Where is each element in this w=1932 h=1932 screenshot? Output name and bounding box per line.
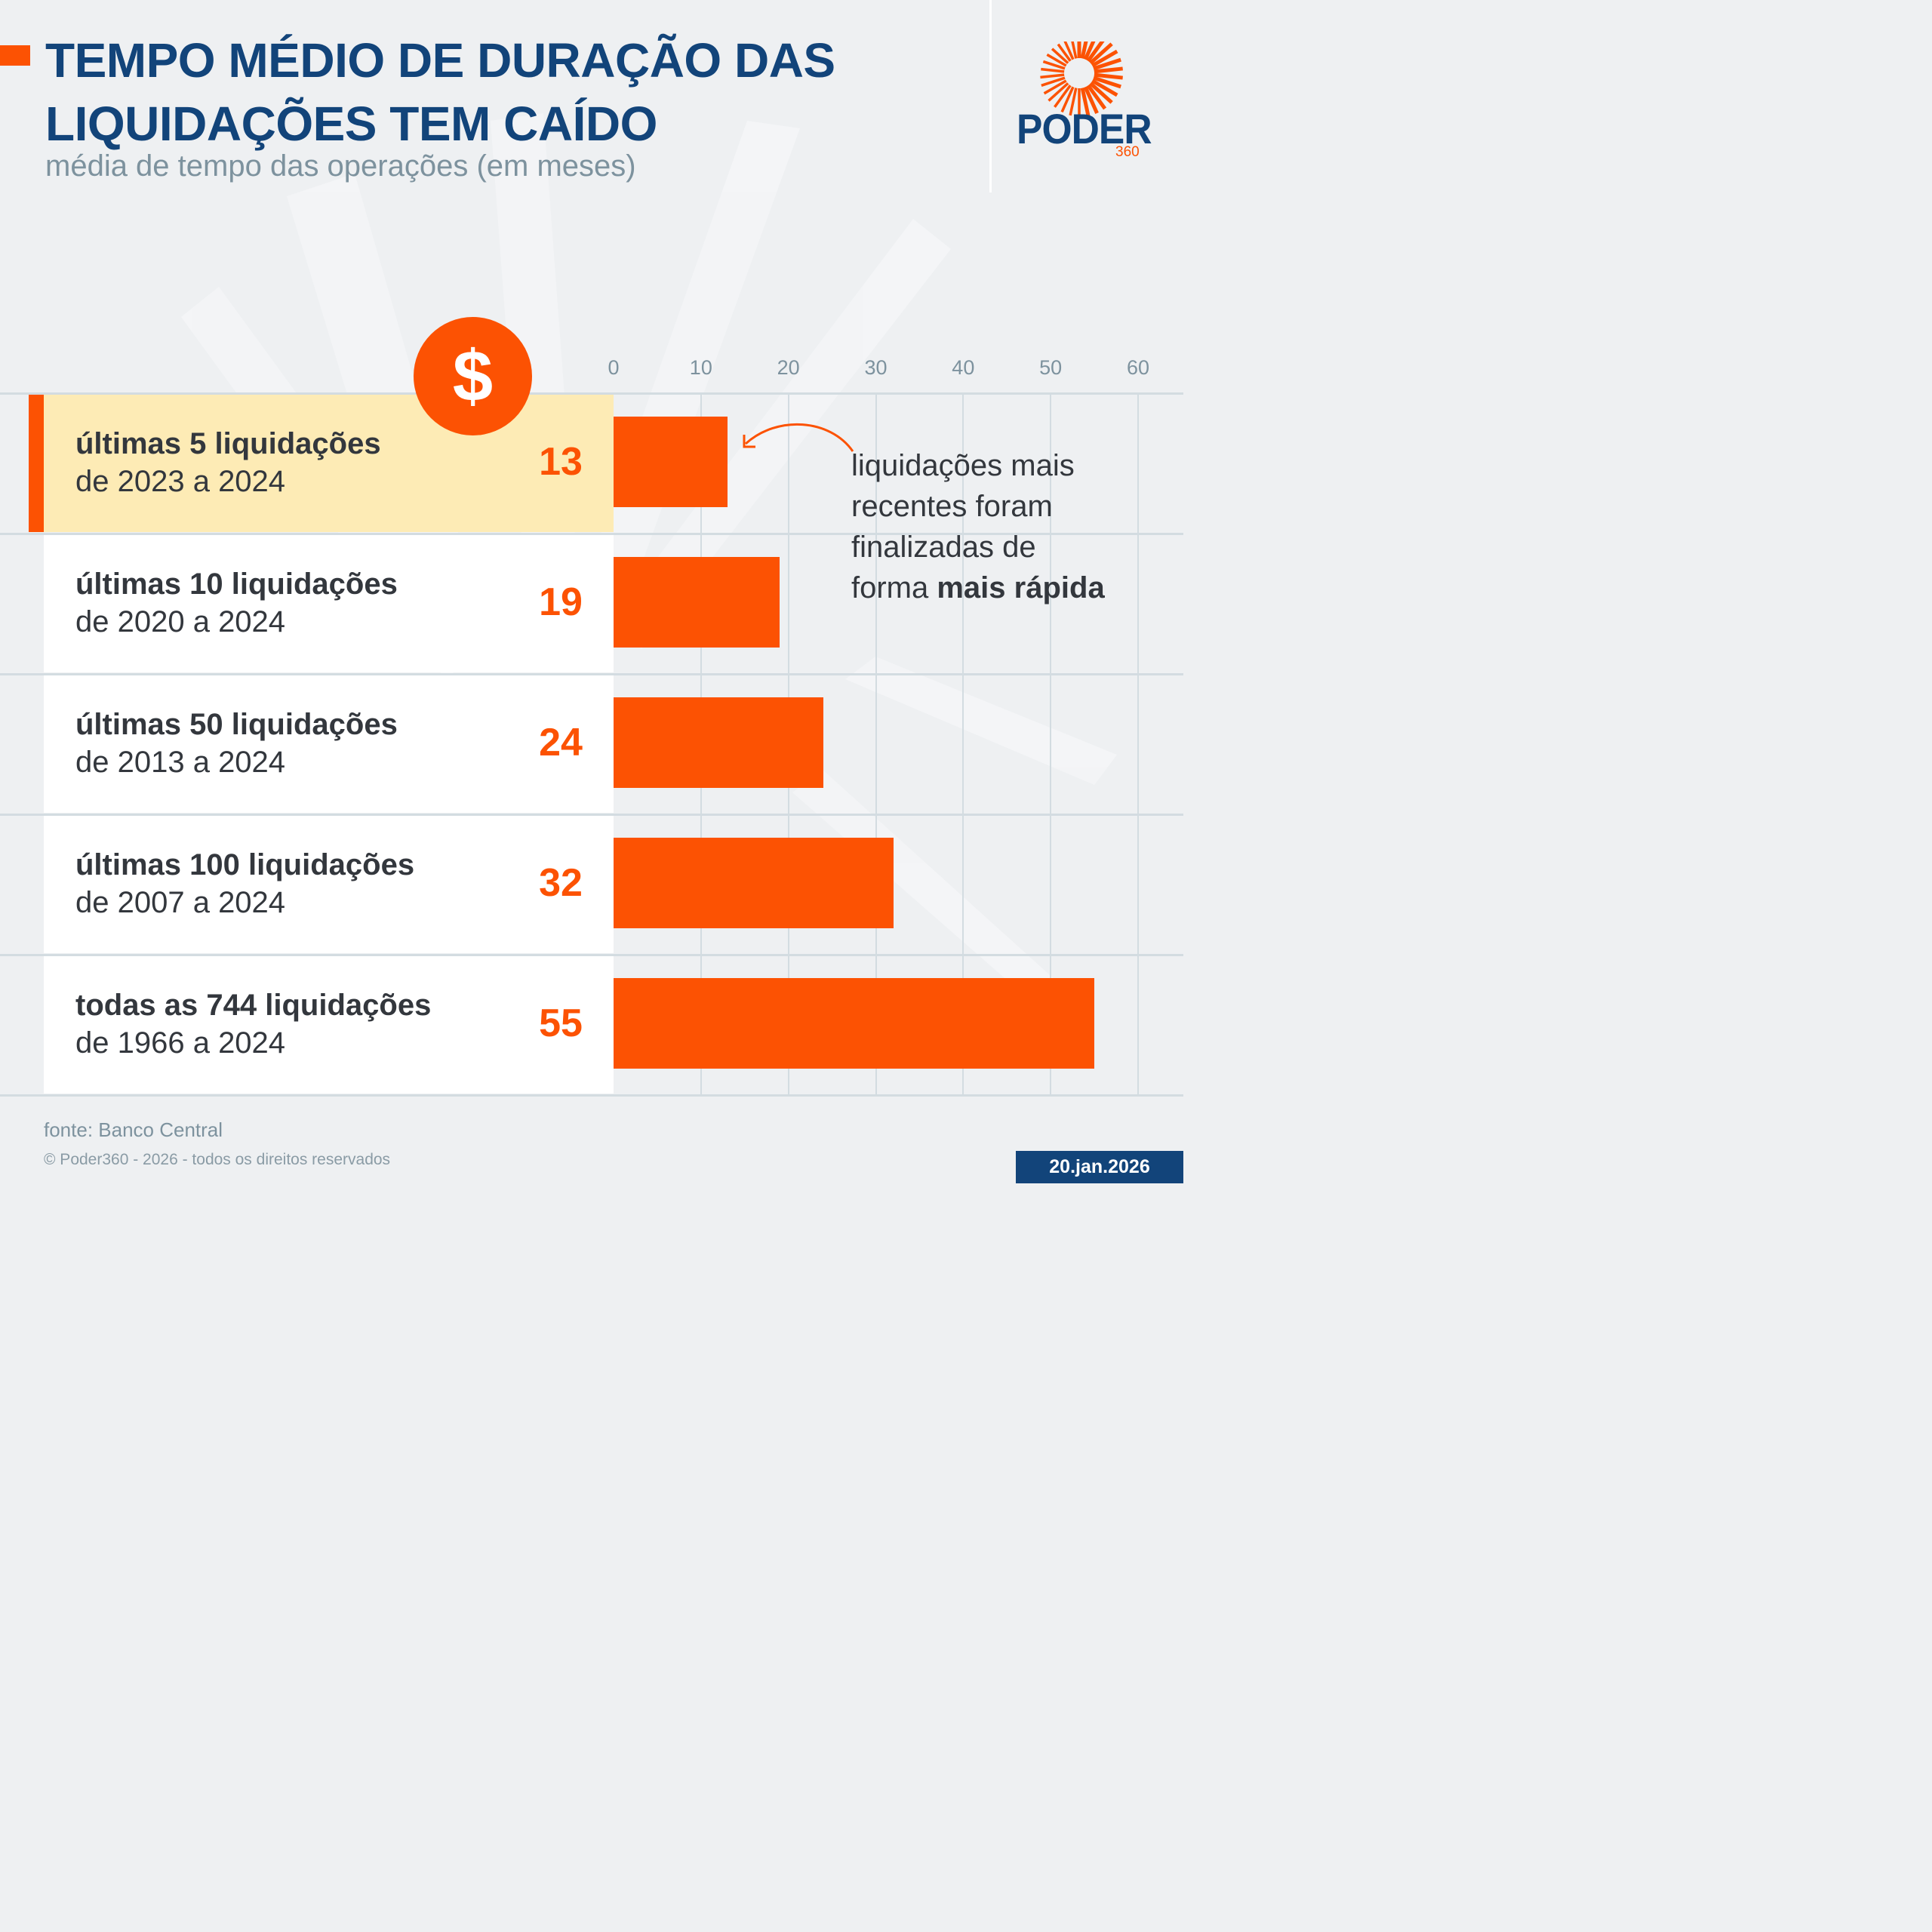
category-title: últimas 50 liquidações xyxy=(75,708,398,741)
annotation-bold: mais rápida xyxy=(937,571,1105,605)
category-range: de 1966 a 2024 xyxy=(75,1026,286,1060)
category-range: de 2013 a 2024 xyxy=(75,746,286,779)
sun-ray xyxy=(1091,78,1118,97)
sunburst-icon xyxy=(1040,42,1123,117)
logo-wordmark: PODER xyxy=(1017,105,1152,152)
gridline xyxy=(875,392,877,1094)
data-label: 13 xyxy=(539,440,583,484)
x-tick-label: 20 xyxy=(777,356,800,379)
logo-divider xyxy=(989,0,992,192)
category-title: últimas 10 liquidações xyxy=(75,568,398,601)
logo-number: 360 xyxy=(1115,144,1140,160)
row-separator xyxy=(0,1094,1183,1097)
title-line-1: TEMPO MÉDIO DE DURAÇÃO DAS xyxy=(45,33,835,88)
annotation-line-2: recentes foram xyxy=(851,490,1053,523)
source-note: fonte: Banco Central xyxy=(44,1118,223,1141)
sun-ray xyxy=(1041,76,1066,87)
bar xyxy=(614,557,780,648)
dollar-icon: $ xyxy=(414,317,532,435)
sun-ray xyxy=(1041,67,1065,73)
sun-ray xyxy=(1091,49,1118,68)
sun-ray xyxy=(1048,82,1069,102)
sun-ray xyxy=(1054,85,1072,108)
sun-ray xyxy=(1083,86,1099,115)
sun-ray xyxy=(1046,53,1067,67)
bar xyxy=(614,978,1095,1069)
gridline xyxy=(962,392,964,1094)
gridline xyxy=(1137,392,1139,1094)
sun-ray xyxy=(1043,79,1067,95)
category-label: últimas 50 liquidações de 2013 a 2024 xyxy=(75,706,398,781)
x-tick-label: 10 xyxy=(689,356,712,379)
sun-ray xyxy=(1089,42,1113,65)
annotation-line-3: finalizadas de xyxy=(851,531,1036,564)
sun-ray xyxy=(1094,66,1123,74)
sun-ray xyxy=(1069,88,1078,116)
row-separator xyxy=(0,673,1183,675)
title-line-2: LIQUIDAÇÕES TEM CAÍDO xyxy=(45,97,657,151)
x-tick-label: 30 xyxy=(864,356,888,379)
sun-ray xyxy=(1086,84,1107,110)
sun-ray xyxy=(1080,88,1091,117)
sun-ray xyxy=(1093,57,1121,71)
annotation-line-1: liquidações mais xyxy=(851,449,1075,482)
sun-ray xyxy=(1042,60,1066,70)
data-label: 55 xyxy=(539,1001,583,1045)
category-label: últimas 5 liquidações de 2023 a 2024 xyxy=(75,425,381,500)
row-separator xyxy=(0,814,1183,816)
x-tick-label: 0 xyxy=(608,356,620,379)
bar xyxy=(614,697,823,788)
highlight-marker xyxy=(29,395,44,532)
page-title: TEMPO MÉDIO DE DURAÇÃO DAS LIQUIDAÇÕES T… xyxy=(45,29,835,155)
row-background xyxy=(44,395,614,532)
page-subtitle: média de tempo das operações (em meses) xyxy=(45,149,636,183)
sun-ray xyxy=(1051,48,1069,64)
sun-ray xyxy=(1080,42,1088,59)
bar-chart: 0 10 20 30 40 50 60 últimas 5 liquidações de 202… xyxy=(0,0,1183,1183)
row-background xyxy=(44,675,614,813)
sun-ray xyxy=(1086,42,1105,63)
bar xyxy=(614,417,728,507)
annotation-arrow-icon xyxy=(743,423,854,452)
category-range: de 2020 a 2024 xyxy=(75,605,286,638)
x-tick-label: 50 xyxy=(1039,356,1063,379)
category-title: todas as 744 liquidações xyxy=(75,989,432,1022)
row-separator xyxy=(0,392,1183,395)
annotation-line-4: forma xyxy=(851,571,937,605)
sun-ray xyxy=(1093,75,1121,89)
bar xyxy=(614,838,894,928)
row-background xyxy=(44,816,614,953)
sun-ray xyxy=(1094,72,1123,80)
sun-ray xyxy=(1071,42,1078,59)
sun-ray xyxy=(1083,42,1096,60)
sun-ray xyxy=(1040,73,1065,79)
row-background xyxy=(44,535,614,672)
sun-ray xyxy=(1089,82,1113,104)
sun-ray xyxy=(1057,43,1072,62)
category-range: de 2007 a 2024 xyxy=(75,886,286,919)
row-separator xyxy=(0,954,1183,956)
category-title: últimas 5 liquidações xyxy=(75,427,381,460)
data-label: 19 xyxy=(539,580,583,624)
title-accent-mark xyxy=(0,45,30,66)
copyright-note: © Poder360 - 2026 - todos os direitos re… xyxy=(44,1151,391,1168)
sun-ray xyxy=(1060,86,1075,113)
row-background xyxy=(44,956,614,1094)
date-badge: 20.jan.2026 xyxy=(1016,1151,1183,1183)
data-label: 24 xyxy=(539,721,583,764)
gridline xyxy=(1050,392,1052,1094)
category-label: últimas 100 liquidações de 2007 a 2024 xyxy=(75,846,414,921)
x-tick-label: 60 xyxy=(1126,356,1150,379)
row-separator xyxy=(0,533,1183,535)
category-label: todas as 744 liquidações de 1966 a 2024 xyxy=(75,986,431,1062)
x-tick-label: 40 xyxy=(952,356,975,379)
category-label: últimas 10 liquidações de 2020 a 2024 xyxy=(75,565,398,641)
annotation-text: liquidações mais recentes foram finaliza… xyxy=(851,445,1105,608)
category-title: últimas 100 liquidações xyxy=(75,848,415,881)
sun-ray xyxy=(1063,42,1075,60)
category-range: de 2023 a 2024 xyxy=(75,465,286,498)
data-label: 32 xyxy=(539,861,583,905)
